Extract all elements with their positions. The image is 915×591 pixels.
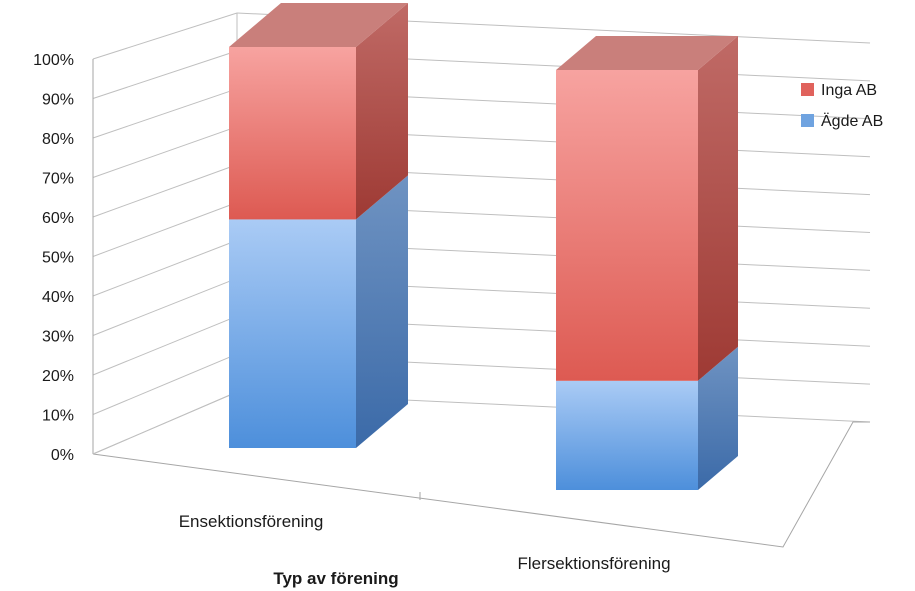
legend-swatch [801,114,814,127]
bar-top-face [229,3,408,47]
legend-label: Inga AB [821,82,877,99]
gridline-side [92,12,238,60]
bar-side-inga-ab [356,3,408,220]
x-axis-title: Typ av förening [273,569,398,588]
y-tick-label: 30% [42,329,74,346]
y-tick-label: 60% [42,210,74,227]
bar-segment-agde-ab [229,219,356,448]
gridline-side [92,50,238,99]
floor-outline [92,421,870,548]
y-tick-label: 50% [42,250,74,267]
gridline-side [92,277,238,336]
x-category-label: Flersektionsförening [517,554,670,573]
y-tick-label: 10% [42,408,74,425]
bar-segment-agde-ab [556,380,698,490]
axes-layer [92,12,871,548]
bar-side-agde-ab [698,346,738,490]
gridline-side [92,353,238,415]
legend: Inga AB Ägde AB [801,82,883,130]
bar-segment-inga-ab [556,70,698,381]
bar-segment-inga-ab [229,47,356,220]
y-tick-label: 40% [42,289,74,306]
bar-top-face [556,36,738,70]
y-tick-label: 0% [51,447,74,464]
gridline-side [92,315,238,376]
y-tick-label: 100% [33,52,74,69]
bars-layer [229,3,738,490]
labels-layer: Typ av förening 0% 10% 20% 30% 40% 50% 60% 70% 8… [33,52,670,588]
gridline-side [92,239,238,297]
gridline-side [92,202,238,257]
bar-side-inga-ab [698,36,738,381]
legend-swatch [801,83,814,96]
x-category-label: Ensektionsförening [179,512,324,531]
gridline-side [92,88,238,139]
floor-back-edge [92,391,238,455]
y-tick-label: 20% [42,368,74,385]
y-tick-label: 70% [42,171,74,188]
bar-side-agde-ab [356,175,408,448]
gridline-side [92,164,238,218]
legend-label: Ägde AB [821,112,883,130]
gridline-side [92,126,238,178]
y-tick-label: 90% [42,92,74,109]
y-tick-label: 80% [42,131,74,148]
